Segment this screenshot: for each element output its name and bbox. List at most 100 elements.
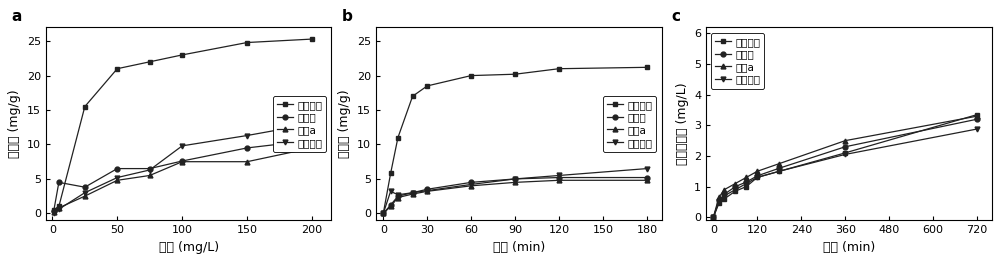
双酝a bbox=[751, 170, 763, 173]
Line: 放菌净: 放菌净 bbox=[381, 175, 649, 216]
双酝a bbox=[421, 190, 433, 193]
双酝a bbox=[839, 139, 851, 142]
乙胺嘘啶 bbox=[111, 67, 123, 70]
放菌净 bbox=[407, 191, 419, 194]
乙胺嘘啶 bbox=[53, 205, 65, 208]
放菌净 bbox=[392, 195, 404, 198]
双酝a bbox=[407, 193, 419, 196]
磺胺嘘啶 bbox=[241, 134, 253, 137]
放菌净 bbox=[707, 216, 719, 219]
放菌净 bbox=[48, 210, 60, 213]
放菌净 bbox=[553, 176, 565, 179]
Y-axis label: 滲透液浓度 (mg/L): 滲透液浓度 (mg/L) bbox=[676, 83, 689, 165]
X-axis label: 浓度 (mg/L): 浓度 (mg/L) bbox=[159, 241, 219, 254]
乙胺嘘啶 bbox=[641, 66, 653, 69]
乙胺嘘啶 bbox=[392, 136, 404, 139]
Line: 磺胺嘘啶: 磺胺嘘啶 bbox=[381, 166, 649, 216]
磺胺嘘啶 bbox=[377, 212, 389, 215]
乙胺嘘啶 bbox=[48, 208, 60, 211]
放菌净 bbox=[713, 199, 725, 202]
磺胺嘘啶 bbox=[729, 188, 741, 191]
磺胺嘘啶 bbox=[740, 182, 752, 185]
乙胺嘘啶 bbox=[144, 60, 156, 63]
双酝a bbox=[306, 146, 318, 150]
乙胺嘘啶 bbox=[377, 212, 389, 215]
X-axis label: 时间 (min): 时间 (min) bbox=[493, 241, 545, 254]
Line: 乙胺嘘啶: 乙胺嘘啶 bbox=[51, 37, 314, 212]
双酝a bbox=[176, 160, 188, 163]
放菌净 bbox=[641, 176, 653, 179]
乙胺嘘啶 bbox=[751, 176, 763, 179]
双酝a bbox=[144, 174, 156, 177]
Line: 磺胺嘘啶: 磺胺嘘啶 bbox=[51, 121, 314, 215]
乙胺嘘啶 bbox=[713, 202, 725, 205]
双酝a bbox=[241, 160, 253, 163]
Line: 乙胺嘘啶: 乙胺嘘啶 bbox=[711, 112, 979, 220]
放菌净 bbox=[751, 174, 763, 177]
乙胺嘘啶 bbox=[839, 151, 851, 155]
磺胺嘘啶 bbox=[509, 177, 521, 181]
放菌净 bbox=[729, 185, 741, 188]
双酝a bbox=[773, 162, 785, 165]
乙胺嘘啶 bbox=[718, 197, 730, 200]
Line: 放菌净: 放菌净 bbox=[711, 117, 979, 220]
Legend: 乙胺嘘啶, 放菌净, 双酝a, 磺胺嘘啶: 乙胺嘘啶, 放菌净, 双酝a, 磺胺嘘啶 bbox=[603, 96, 656, 152]
磺胺嘘啶 bbox=[407, 191, 419, 194]
磺胺嘘啶 bbox=[713, 200, 725, 204]
双酝a bbox=[740, 176, 752, 179]
磺胺嘘啶 bbox=[385, 190, 397, 193]
磺胺嘘啶 bbox=[79, 191, 91, 194]
双酝a bbox=[707, 216, 719, 219]
放菌净 bbox=[718, 193, 730, 196]
放菌净 bbox=[53, 181, 65, 184]
放菌净 bbox=[176, 160, 188, 163]
Text: c: c bbox=[672, 8, 681, 24]
Line: 双酝a: 双酝a bbox=[711, 114, 979, 220]
双酝a bbox=[553, 179, 565, 182]
磺胺嘘啶 bbox=[971, 127, 983, 130]
乙胺嘘啶 bbox=[465, 74, 477, 77]
双酝a bbox=[53, 206, 65, 209]
双酝a bbox=[385, 205, 397, 208]
磺胺嘘啶 bbox=[839, 153, 851, 156]
放菌净 bbox=[79, 185, 91, 189]
双酝a bbox=[641, 179, 653, 182]
Line: 双酝a: 双酝a bbox=[381, 178, 649, 216]
Line: 磺胺嘘啶: 磺胺嘘啶 bbox=[711, 127, 979, 220]
Text: a: a bbox=[12, 8, 22, 24]
乙胺嘘啶 bbox=[241, 41, 253, 44]
双酝a bbox=[79, 195, 91, 198]
放菌净 bbox=[465, 181, 477, 184]
磺胺嘘啶 bbox=[111, 176, 123, 179]
乙胺嘘啶 bbox=[707, 216, 719, 219]
磺胺嘘啶 bbox=[751, 176, 763, 179]
乙胺嘘啶 bbox=[407, 95, 419, 98]
乙胺嘘啶 bbox=[553, 67, 565, 70]
放菌净 bbox=[971, 118, 983, 121]
双酝a bbox=[465, 184, 477, 187]
乙胺嘘啶 bbox=[306, 37, 318, 41]
放菌净 bbox=[306, 139, 318, 142]
磺胺嘘啶 bbox=[48, 211, 60, 214]
双酝a bbox=[48, 210, 60, 214]
双酝a bbox=[729, 182, 741, 185]
磺胺嘘啶 bbox=[53, 208, 65, 211]
磺胺嘘啶 bbox=[707, 216, 719, 219]
磺胺嘘啶 bbox=[176, 144, 188, 148]
放菌净 bbox=[241, 146, 253, 150]
乙胺嘘啶 bbox=[176, 53, 188, 57]
磺胺嘘啶 bbox=[718, 194, 730, 197]
Line: 双酝a: 双酝a bbox=[51, 145, 314, 214]
Line: 乙胺嘘啶: 乙胺嘘啶 bbox=[381, 65, 649, 216]
磺胺嘘啶 bbox=[465, 183, 477, 186]
双酝a bbox=[377, 212, 389, 215]
磺胺嘘啶 bbox=[144, 168, 156, 172]
Y-axis label: 吸附量 (mg/g): 吸附量 (mg/g) bbox=[8, 90, 21, 158]
双酝a bbox=[392, 196, 404, 199]
放菌净 bbox=[111, 167, 123, 170]
放菌净 bbox=[377, 212, 389, 215]
X-axis label: 时间 (min): 时间 (min) bbox=[823, 241, 875, 254]
磺胺嘘啶 bbox=[553, 174, 565, 177]
磺胺嘘啶 bbox=[392, 193, 404, 196]
Legend: 乙胺嘘啶, 放菌净, 双酝a, 磺胺嘘啶: 乙胺嘘啶, 放菌净, 双酝a, 磺胺嘘啶 bbox=[711, 32, 764, 89]
